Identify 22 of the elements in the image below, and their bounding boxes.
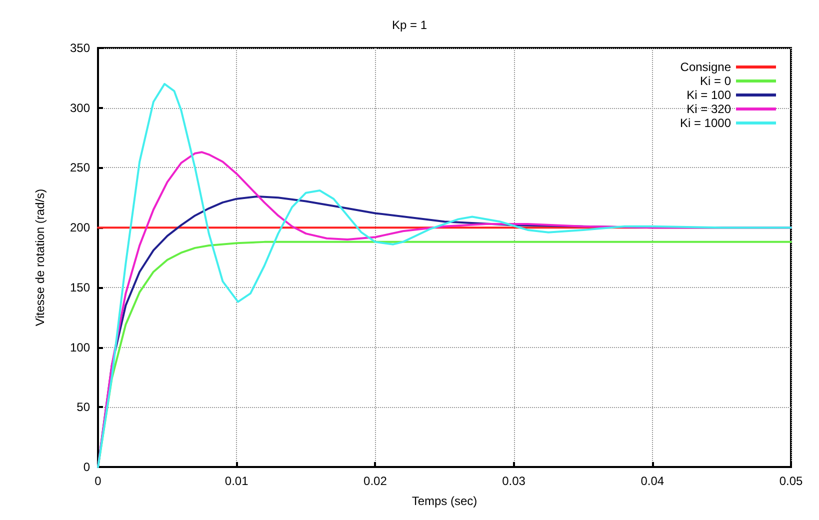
legend-label: Ki = 100 xyxy=(686,88,732,102)
y-tick-label: 350 xyxy=(70,41,90,55)
y-tick-label: 50 xyxy=(76,400,90,414)
legend-label: Ki = 1000 xyxy=(680,116,732,130)
y-tick-label: 250 xyxy=(70,160,90,175)
y-tick-label: 0 xyxy=(83,460,90,474)
y-tick-label: 150 xyxy=(70,280,90,294)
legend-label: Consigne xyxy=(680,60,732,74)
x-tick-label: 0.04 xyxy=(640,474,664,488)
x-tick-label: 0.02 xyxy=(364,474,388,488)
y-tick-label: 100 xyxy=(70,340,90,354)
x-tick-label: 0.03 xyxy=(502,474,526,488)
legend-label: Ki = 0 xyxy=(700,74,732,88)
x-tick-label: 0 xyxy=(94,474,102,488)
legend-label: Ki = 320 xyxy=(686,102,732,116)
x-axis-title: Temps (sec) xyxy=(412,494,478,508)
x-tick-label: 0.05 xyxy=(779,474,803,488)
y-tick-label: 300 xyxy=(70,100,90,115)
y-axis-title: Vitesse de rotation (rad/s) xyxy=(33,188,47,326)
y-tick-label: 200 xyxy=(70,220,90,235)
x-tick-label: 0.01 xyxy=(224,474,249,488)
chart-title: Kp = 1 xyxy=(392,18,428,32)
